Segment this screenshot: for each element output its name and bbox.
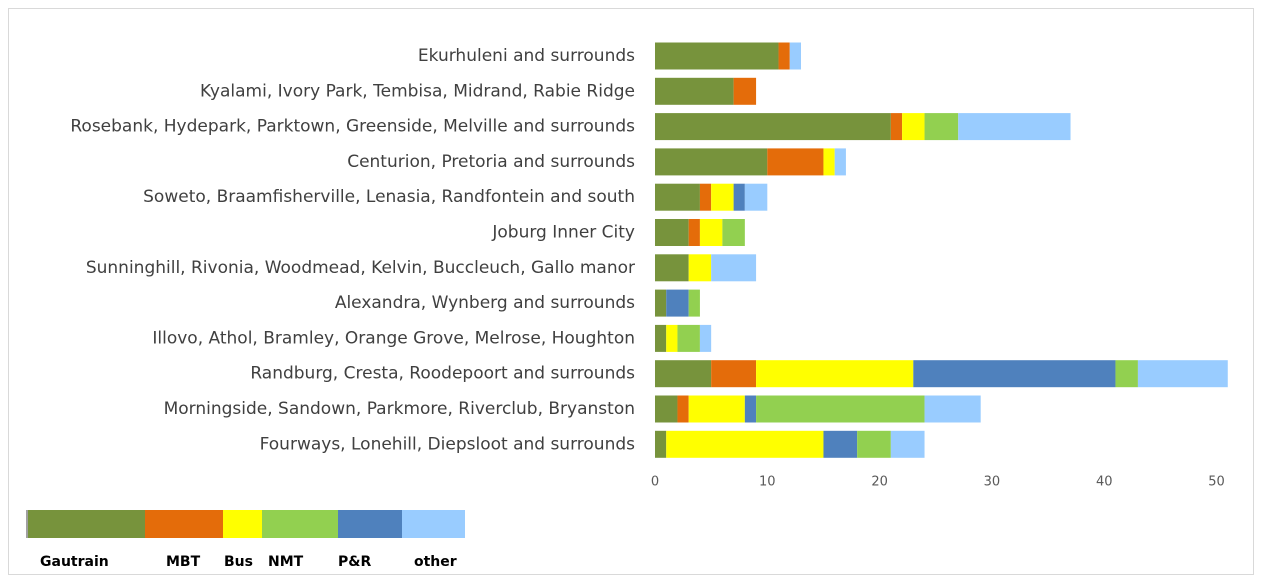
bar-segment	[677, 324, 700, 352]
category-label: Rosebank, Hydepark, Parktown, Greenside,…	[70, 117, 635, 137]
legend-label: other	[414, 554, 457, 570]
bar-segment	[857, 430, 891, 458]
bar-segment	[666, 289, 689, 317]
legend-label: P&R	[338, 554, 371, 570]
bar-segment	[655, 77, 734, 105]
bar-segment	[655, 324, 667, 352]
bar-segment	[655, 430, 667, 458]
bar-segment	[789, 42, 801, 70]
x-tick-label: 0	[651, 475, 659, 490]
category-label: Fourways, Lonehill, Diepsloot and surrou…	[260, 434, 636, 454]
category-label: Joburg Inner City	[491, 223, 635, 243]
legend-label: NMT	[268, 554, 304, 570]
bar-segment	[902, 113, 925, 141]
legend-label: MBT	[166, 554, 201, 570]
legend-swatch	[145, 510, 223, 538]
bar-segment	[778, 42, 790, 70]
bar-segment	[655, 254, 689, 282]
bar-segment	[924, 395, 981, 423]
bar-segment	[890, 430, 925, 458]
legend-edge	[26, 510, 28, 538]
bar-segment	[655, 42, 779, 70]
bar-segment	[823, 430, 858, 458]
bar-segment	[1115, 360, 1138, 388]
x-tick-label: 40	[1096, 475, 1113, 490]
bar-segment	[655, 113, 891, 141]
bar-segment	[699, 324, 712, 352]
category-label: Illovo, Athol, Bramley, Orange Grove, Me…	[152, 328, 635, 348]
bar-segment	[711, 360, 757, 388]
x-tick-label: 50	[1208, 475, 1225, 490]
bar-segment	[688, 395, 745, 423]
category-label: Randburg, Cresta, Roodepoort and surroun…	[250, 364, 635, 384]
bar-segment	[733, 183, 745, 211]
bar-segment	[756, 395, 925, 423]
category-label: Alexandra, Wynberg and surrounds	[335, 293, 635, 313]
bar-segment	[744, 395, 757, 423]
category-label: Ekurhuleni and surrounds	[418, 46, 635, 66]
bar-segment	[733, 77, 757, 105]
x-tick-label: 20	[871, 475, 888, 490]
bar-segment	[767, 148, 824, 176]
bar-segment	[722, 219, 745, 246]
bar-segment	[913, 360, 1116, 388]
bar-segment	[744, 183, 768, 211]
chart-frame	[8, 8, 1254, 575]
bar-segment	[655, 289, 667, 317]
legend-swatch	[223, 510, 262, 538]
category-label: Centurion, Pretoria and surrounds	[347, 152, 635, 172]
bar-segment	[823, 148, 835, 176]
bar-segment	[655, 395, 678, 423]
legend-label: Gautrain	[40, 554, 109, 570]
legend-swatch	[262, 510, 338, 538]
category-label: Sunninghill, Rivonia, Woodmead, Kelvin, …	[86, 258, 635, 278]
legend-swatch	[338, 510, 402, 538]
bar-segment	[655, 183, 700, 211]
bar-segment	[1137, 360, 1228, 388]
bar-segment	[655, 219, 689, 246]
bar-segment	[655, 360, 712, 388]
bar-segment	[711, 183, 734, 211]
bar-segment	[958, 113, 1071, 141]
category-label: Soweto, Braamfisherville, Lenasia, Randf…	[143, 187, 635, 207]
x-tick-label: 30	[984, 475, 1001, 490]
bar-segment	[699, 219, 723, 246]
legend-swatch	[28, 510, 145, 538]
bar-segment	[688, 289, 700, 317]
bar-segment	[834, 148, 846, 176]
x-tick-label: 10	[759, 475, 776, 490]
bar-segment	[711, 254, 757, 282]
bar-segment	[688, 219, 700, 246]
bar-segment	[666, 324, 678, 352]
legend-label: Bus	[224, 554, 253, 570]
bar-segment	[688, 254, 712, 282]
bar-segment	[699, 183, 712, 211]
legend-swatch	[402, 510, 465, 538]
bar-segment	[924, 113, 959, 141]
bar-segment	[655, 148, 768, 176]
bar-segment	[890, 113, 903, 141]
category-label: Kyalami, Ivory Park, Tembisa, Midrand, R…	[200, 81, 635, 101]
bar-segment	[677, 395, 689, 423]
bar-segment	[666, 430, 824, 458]
category-label: Morningside, Sandown, Parkmore, Riverclu…	[164, 399, 635, 419]
bar-segment	[756, 360, 914, 388]
